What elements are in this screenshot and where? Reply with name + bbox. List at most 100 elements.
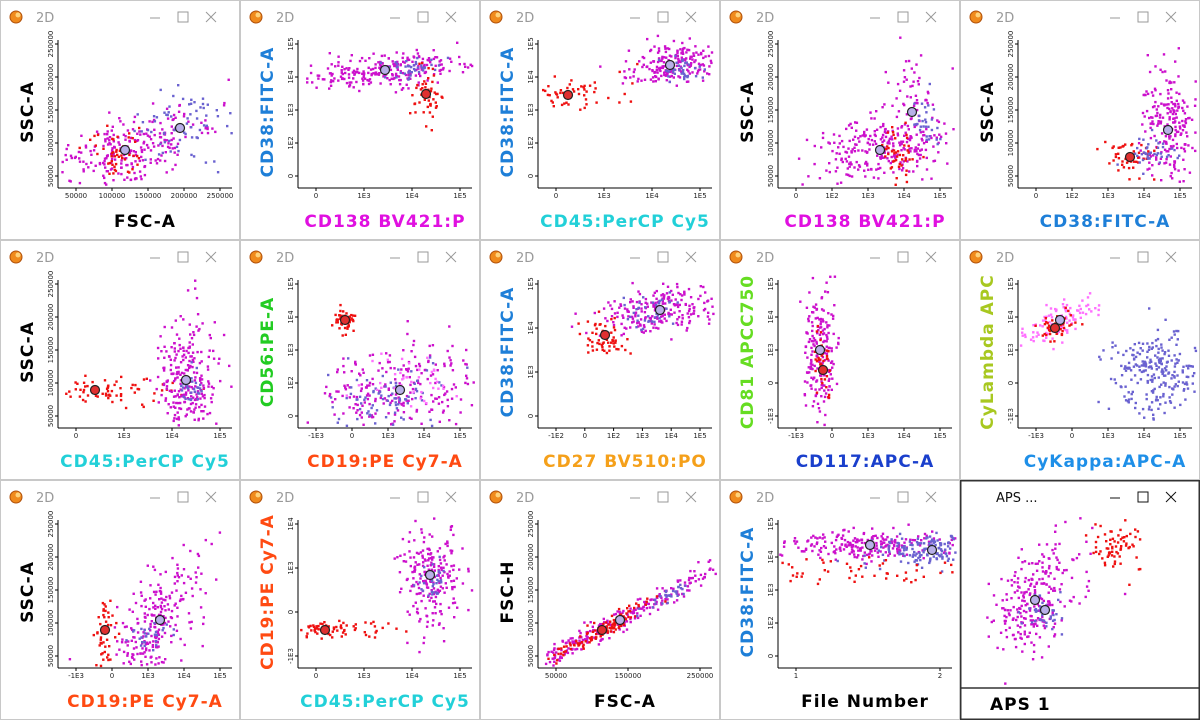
event-dot (848, 165, 851, 168)
event-dot (640, 310, 643, 313)
icon-shape (729, 10, 743, 24)
event-dot (617, 607, 621, 611)
close-button[interactable] (205, 491, 217, 503)
event-dot (812, 340, 815, 343)
event-dot (400, 402, 403, 406)
event-dot (905, 113, 909, 116)
event-dot (1045, 321, 1048, 324)
event-dot (192, 331, 195, 334)
event-dot (191, 401, 194, 405)
maximize-button[interactable] (657, 11, 669, 23)
event-dot (824, 413, 827, 417)
event-dot (646, 597, 649, 600)
event-dot (1174, 125, 1177, 129)
event-dot (171, 147, 174, 150)
event-dot (1121, 160, 1124, 163)
close-button[interactable] (685, 11, 697, 23)
close-button[interactable] (205, 251, 217, 263)
event-dot (190, 136, 194, 139)
event-dot (320, 637, 323, 640)
event-dot (161, 128, 164, 131)
maximize-button[interactable] (177, 251, 189, 263)
maximize-button[interactable] (417, 251, 429, 263)
event-dot (159, 590, 163, 593)
event-dot (134, 140, 137, 143)
event-dot (330, 79, 333, 82)
event-dot (639, 318, 643, 321)
close-button[interactable] (685, 251, 697, 263)
event-dot (140, 130, 143, 133)
close-button[interactable] (445, 491, 457, 503)
event-dot (352, 77, 355, 80)
event-dot (364, 633, 368, 637)
maximize-button[interactable] (417, 491, 429, 503)
event-dot (348, 406, 351, 409)
event-dot (1168, 81, 1171, 85)
event-dot (835, 548, 838, 551)
event-dot (450, 549, 454, 553)
event-dot (343, 326, 347, 330)
event-dot (1079, 307, 1082, 311)
event-dot (363, 401, 366, 404)
close-button[interactable] (925, 11, 937, 23)
maximize-button[interactable] (1137, 11, 1149, 23)
maximize-button[interactable] (657, 491, 669, 503)
event-dot (648, 612, 652, 616)
maximize-button[interactable] (897, 251, 909, 263)
event-dot (607, 301, 610, 304)
event-dot (645, 600, 648, 603)
maximize-button[interactable] (177, 11, 189, 23)
event-dot (345, 67, 348, 70)
maximize-button[interactable] (897, 491, 909, 503)
close-button[interactable] (445, 251, 457, 263)
event-dot (661, 300, 664, 303)
event-dot (170, 641, 173, 644)
maximize-button[interactable] (897, 11, 909, 23)
close-button[interactable] (925, 491, 937, 503)
event-dot (1162, 370, 1165, 373)
close-button[interactable] (1165, 11, 1177, 23)
event-dot (804, 548, 808, 551)
event-dot (461, 582, 465, 585)
close-button[interactable] (685, 491, 697, 503)
event-dot (153, 568, 157, 572)
event-dot (679, 48, 682, 51)
event-dot (372, 52, 375, 55)
event-dot (819, 320, 823, 323)
window-title: 2D (36, 491, 54, 506)
event-dot (1143, 416, 1146, 419)
event-dot (686, 589, 689, 592)
event-dot (319, 622, 322, 625)
close-button[interactable] (1165, 251, 1177, 263)
close-button[interactable] (205, 11, 217, 23)
event-dot (1128, 178, 1131, 181)
event-dot (1147, 348, 1151, 351)
event-dot (140, 150, 144, 154)
event-dot (124, 406, 128, 410)
event-dot (825, 355, 829, 358)
event-dot (666, 601, 669, 605)
event-dot (828, 162, 831, 165)
maximize-button[interactable] (657, 251, 669, 263)
event-dot (552, 664, 555, 667)
y-tick-label: 1E3 (527, 103, 535, 116)
event-dot (136, 113, 139, 116)
maximize-button[interactable] (417, 11, 429, 23)
close-button[interactable] (925, 251, 937, 263)
event-dot (1134, 355, 1138, 359)
maximize-button[interactable] (1137, 251, 1149, 263)
event-dot (1141, 342, 1145, 345)
event-dot (626, 310, 629, 313)
event-dot (690, 577, 693, 580)
event-dot (155, 635, 159, 638)
event-dot (177, 390, 181, 393)
event-dot (632, 306, 635, 309)
event-dot (562, 654, 565, 657)
maximize-button[interactable] (177, 491, 189, 503)
event-dot (548, 94, 551, 97)
event-dot (100, 653, 103, 656)
event-dot (820, 354, 823, 357)
event-dot (344, 386, 347, 389)
event-dot (1159, 359, 1162, 362)
close-button[interactable] (445, 11, 457, 23)
